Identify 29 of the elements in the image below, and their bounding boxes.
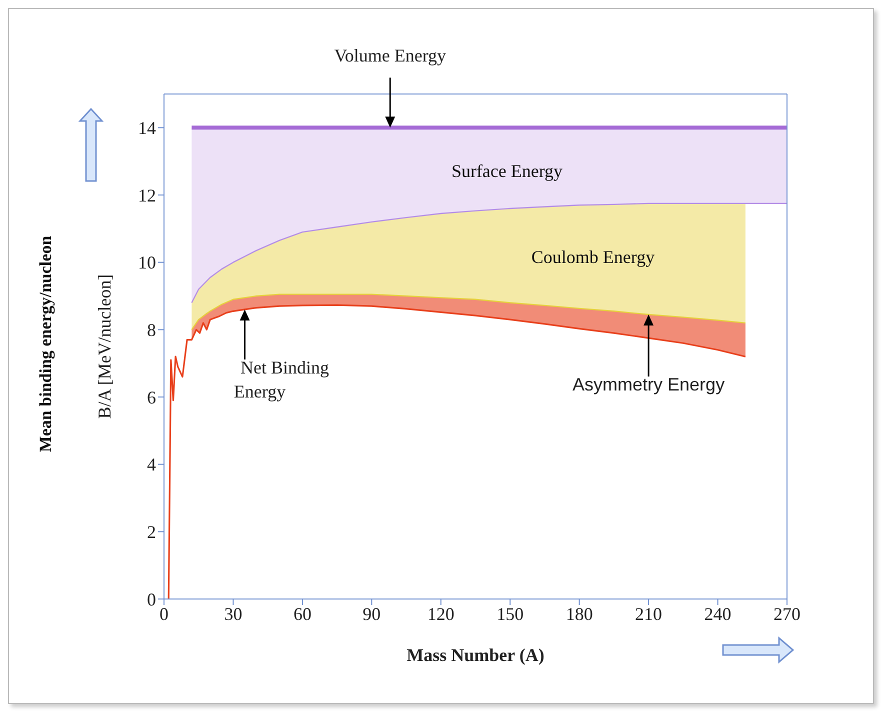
y-tick-label: 6	[147, 387, 156, 408]
x-tick-label: 210	[635, 604, 662, 624]
annotation: Net Binding Energy	[234, 357, 330, 402]
x-axis-title: Mass Number (A)	[406, 645, 544, 665]
y-tick-label: 2	[147, 522, 156, 542]
y-tick-label: 14	[138, 118, 156, 138]
x-tick-label: 30	[224, 604, 242, 624]
y-tick-label: 0	[147, 589, 156, 610]
annotation: Asymmetry Energy	[572, 374, 725, 395]
y-axis-title: B/A [MeV/nucleon]	[94, 274, 114, 419]
line-series	[191, 202, 787, 304]
x-tick-label: 240	[704, 604, 732, 624]
x-tick-label: 270	[774, 604, 800, 624]
y-tick-label: 12	[138, 185, 156, 206]
x-tick-label: 120	[427, 604, 454, 624]
y-tick-label: 8	[147, 320, 156, 340]
line-series	[168, 304, 746, 599]
x-tick-label: 90	[362, 604, 381, 624]
x-tick-label: 0	[160, 604, 168, 624]
y-tick-label: 4	[147, 454, 156, 475]
annotation: Coulomb Energy	[531, 247, 655, 267]
text: Mean binding energy/nucleon	[36, 235, 55, 452]
x-tick-label: 180	[566, 604, 593, 624]
annotation: Surface Energy	[451, 161, 563, 181]
x-tick-label: 60	[293, 604, 312, 624]
line-series	[191, 294, 746, 330]
x-tick-label: 150	[496, 604, 524, 624]
annotation: Volume Energy	[334, 46, 446, 66]
y-tick-label: 10	[138, 252, 156, 273]
